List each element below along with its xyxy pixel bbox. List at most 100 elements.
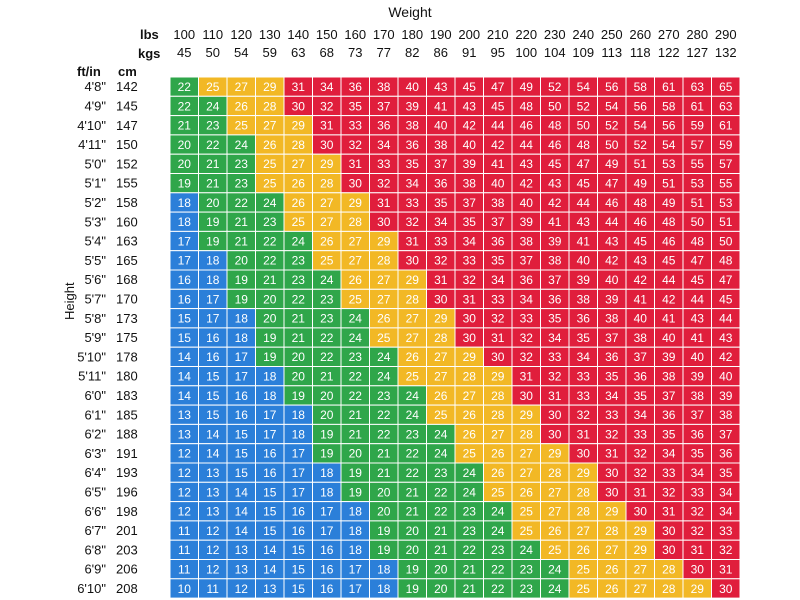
cell-label: 54 [605,99,619,113]
cell-label: 32 [406,215,420,229]
cell-label: 40 [662,331,676,345]
cell-label: 39 [406,99,420,113]
cell-label: 40 [691,350,705,364]
cell-label: 22 [320,350,334,364]
cell-label: 20 [235,254,249,268]
cell-label: 22 [320,331,334,345]
cell-label: 21 [292,331,306,345]
cell-label: 30 [577,447,591,461]
cell-label: 36 [577,312,591,326]
cell-label: 28 [520,427,534,441]
cm-unit-label: cm [118,64,137,79]
cell-label: 42 [520,176,534,190]
cell-label: 36 [349,80,363,94]
y-tick-ftin: 6'10" [77,581,106,596]
cell-label: 33 [634,427,648,441]
cell-label: 41 [434,99,448,113]
cell-label: 44 [491,119,505,133]
y-tick-cm: 193 [116,465,138,480]
cell-label: 24 [520,543,534,557]
cell-label: 22 [491,562,505,576]
cell-label: 18 [320,466,334,480]
cell-label: 26 [520,485,534,499]
cell-label: 34 [463,234,477,248]
cell-label: 20 [263,312,277,326]
cell-label: 47 [719,273,733,287]
cell-label: 27 [577,524,591,538]
x-tick-lbs: 260 [629,27,651,42]
cell-label: 26 [463,408,477,422]
cell-label: 63 [719,99,733,113]
cell-label: 12 [178,505,192,519]
cell-label: 27 [634,582,648,596]
cell-label: 24 [548,562,562,576]
cell-label: 18 [263,369,277,383]
cell-label: 39 [548,234,562,248]
cell-label: 24 [377,350,391,364]
cell-label: 54 [634,119,648,133]
cell-label: 38 [577,292,591,306]
cell-label: 36 [719,447,733,461]
cell-label: 36 [662,408,676,422]
cell-label: 24 [349,312,363,326]
cell-label: 18 [235,312,249,326]
cell-label: 30 [662,543,676,557]
cell-label: 29 [520,408,534,422]
cell-label: 20 [292,369,306,383]
cell-label: 38 [719,408,733,422]
x-tick-lbs: 140 [287,27,309,42]
y-tick-cm: 173 [116,311,138,326]
x-tick-kgs: 127 [686,45,708,60]
cell-label: 34 [406,176,420,190]
cell-label: 26 [577,543,591,557]
cell-label: 17 [292,485,306,499]
cell-label: 23 [434,466,448,480]
cell-label: 12 [178,466,192,480]
cell-label: 28 [349,215,363,229]
cell-label: 16 [292,524,306,538]
cell-label: 23 [320,292,334,306]
cell-label: 63 [691,80,705,94]
cell-label: 23 [520,582,534,596]
cell-label: 20 [178,157,192,171]
cell-label: 37 [691,408,705,422]
cell-label: 35 [406,157,420,171]
y-tick-cm: 178 [116,349,138,364]
x-tick-kgs: 50 [206,45,220,60]
cell-label: 21 [206,157,220,171]
cell-label: 18 [349,505,363,519]
cell-label: 20 [349,447,363,461]
cell-label: 42 [662,292,676,306]
cell-label: 17 [292,466,306,480]
cell-label: 57 [691,138,705,152]
x-tick-kgs: 73 [348,45,362,60]
y-tick-ftin: 5'8" [84,311,106,326]
cell-label: 33 [349,119,363,133]
cell-label: 17 [349,582,363,596]
cell-label: 44 [719,312,733,326]
y-tick-cm: 150 [116,137,138,152]
cell-label: 38 [662,369,676,383]
cell-label: 48 [520,99,534,113]
cell-label: 32 [577,408,591,422]
cell-label: 35 [634,389,648,403]
cell-label: 23 [235,176,249,190]
x-tick-kgs: 59 [263,45,277,60]
cell-label: 24 [292,234,306,248]
cell-label: 18 [292,408,306,422]
x-tick-kgs: 82 [405,45,419,60]
cell-label: 28 [320,176,334,190]
cell-label: 22 [292,292,306,306]
cell-label: 30 [463,331,477,345]
cell-label: 18 [349,543,363,557]
cell-label: 18 [349,524,363,538]
cell-label: 45 [463,80,477,94]
cell-label: 19 [320,427,334,441]
cell-label: 27 [434,350,448,364]
cell-label: 33 [577,389,591,403]
y-tick-cm: 152 [116,156,138,171]
cell-label: 33 [691,485,705,499]
cell-label: 15 [292,543,306,557]
cell-label: 37 [491,215,505,229]
cell-label: 29 [320,157,334,171]
